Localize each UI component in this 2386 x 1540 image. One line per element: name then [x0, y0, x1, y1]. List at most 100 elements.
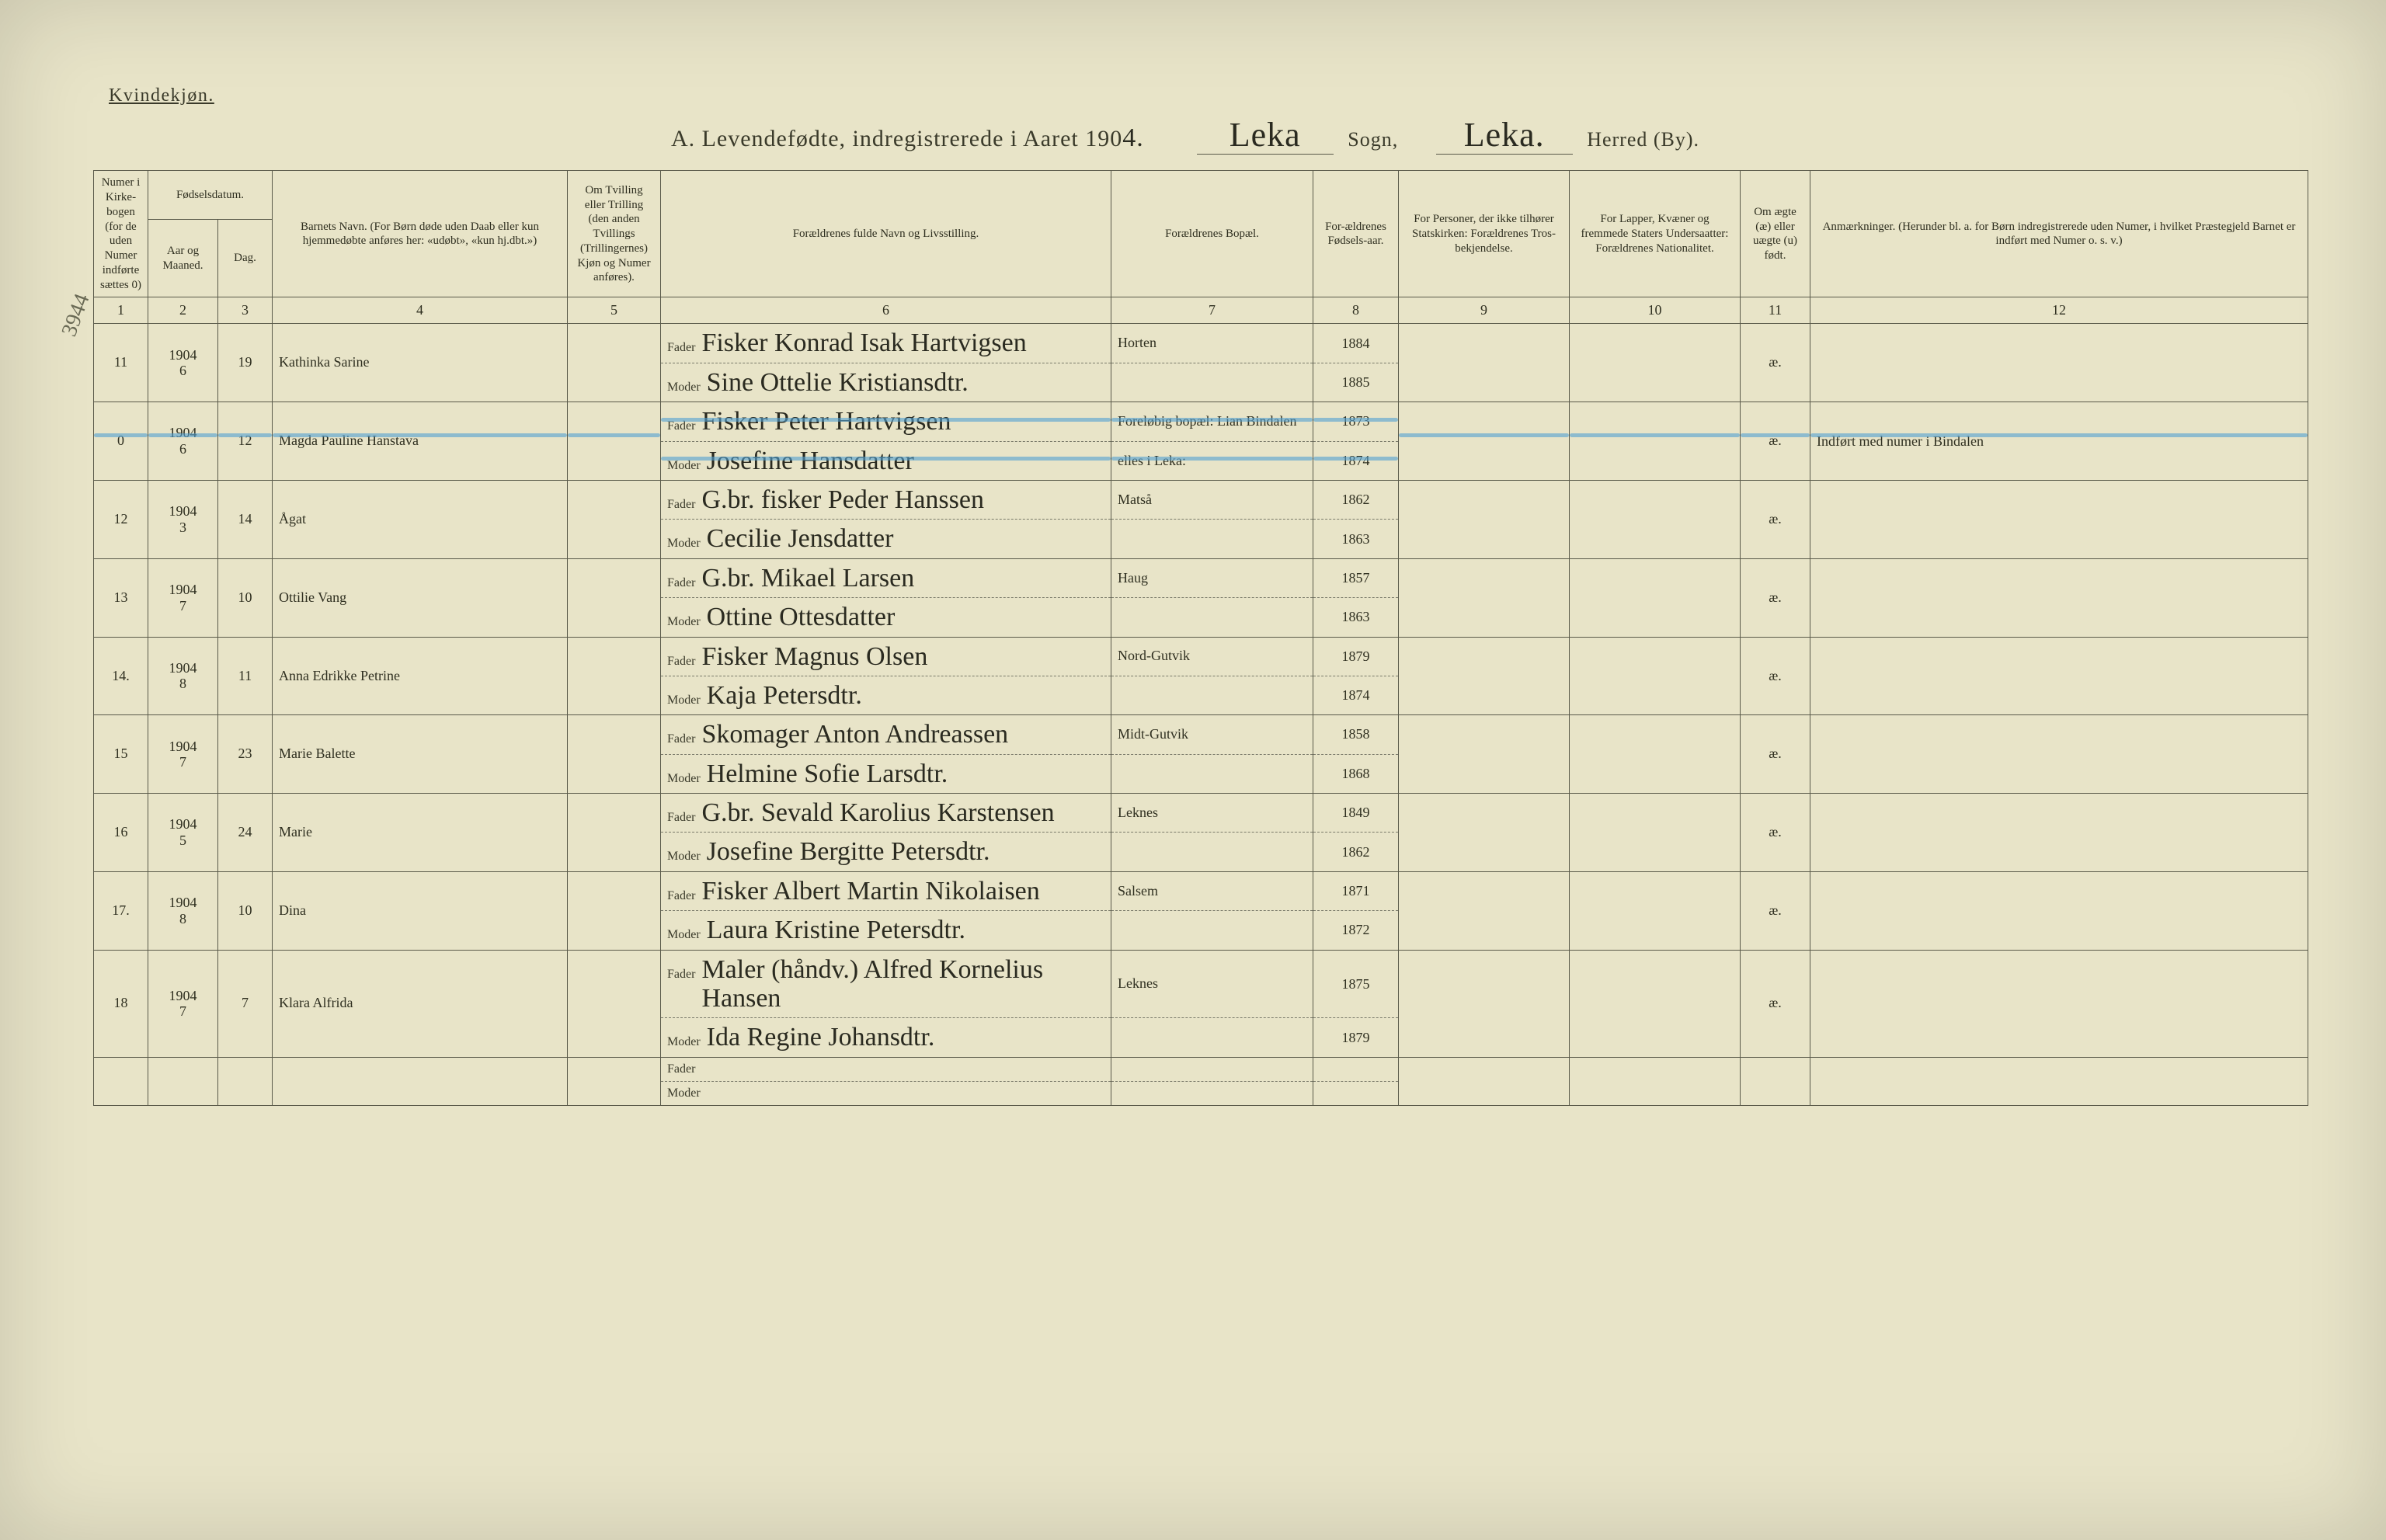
bopel-mother	[1111, 1081, 1313, 1105]
father-birthyear: 1858	[1313, 715, 1399, 754]
mother-cell: Moder Ottine Ottesdatter	[661, 598, 1111, 637]
mother-cell: Moder Kaja Petersdtr.	[661, 676, 1111, 714]
entry-number	[94, 1057, 148, 1105]
mother-value: Ida Regine Johansdtr.	[707, 1023, 1104, 1052]
religion-col	[1399, 950, 1570, 1057]
mother-cell: Moder Helmine Sofie Larsdtr.	[661, 754, 1111, 793]
nationality-col	[1570, 637, 1741, 715]
legitimacy: æ.	[1741, 558, 1810, 637]
mother-cell: Moder Cecilie Jensdatter	[661, 520, 1111, 558]
moder-label: Moder	[667, 928, 701, 942]
religion-col	[1399, 1057, 1570, 1105]
bopel-mother	[1111, 520, 1313, 558]
remarks	[1810, 324, 2308, 402]
mother-birthyear: 1868	[1313, 754, 1399, 793]
child-name: Ågat	[273, 480, 568, 558]
father-value: Skomager Anton Andreassen	[701, 720, 1104, 749]
mother-birthyear: 1874	[1313, 676, 1399, 714]
colnum: 3	[218, 297, 273, 324]
year: 1904	[155, 988, 211, 1004]
father-birthyear: 1884	[1313, 324, 1399, 363]
religion-col	[1399, 402, 1570, 481]
father-cell: Fader G.br. fisker Peder Hanssen	[661, 480, 1111, 519]
bopel-mother	[1111, 1018, 1313, 1057]
religion-col	[1399, 558, 1570, 637]
year: 1904	[155, 347, 211, 363]
remarks	[1810, 715, 2308, 794]
father-cell: Fader	[661, 1057, 1111, 1081]
year: 1904	[155, 739, 211, 755]
colnum: 4	[273, 297, 568, 324]
nationality-col	[1570, 558, 1741, 637]
father-birthyear: 1873	[1313, 402, 1399, 441]
nationality-col	[1570, 871, 1741, 950]
mother-birthyear: 1863	[1313, 520, 1399, 558]
father-birthyear: 1871	[1313, 871, 1399, 910]
religion-col	[1399, 794, 1570, 872]
table-row: 0 1904 6 12 Magda Pauline Hanstava Fader…	[94, 402, 2308, 441]
colnum: 10	[1570, 297, 1741, 324]
year-month: 1904 8	[148, 637, 218, 715]
mother-cell: Moder Josefine Bergitte Petersdtr.	[661, 833, 1111, 871]
nationality-col	[1570, 1057, 1741, 1105]
col-header-1: Numer i Kirke-bogen (for de uden Numer i…	[94, 171, 148, 297]
twin-col	[568, 637, 661, 715]
col-header-10: For Lapper, Kvæner og fremmede Staters U…	[1570, 171, 1741, 297]
table-header: Numer i Kirke-bogen (for de uden Numer i…	[94, 171, 2308, 324]
colnum: 2	[148, 297, 218, 324]
register-page: Kvindekjøn. 3944 A. Levendefødte, indreg…	[0, 0, 2386, 1540]
child-name: Dina	[273, 871, 568, 950]
father-birthyear: 1849	[1313, 794, 1399, 833]
entry-number: 15	[94, 715, 148, 794]
legitimacy: æ.	[1741, 402, 1810, 481]
twin-col	[568, 871, 661, 950]
moder-label: Moder	[667, 459, 701, 473]
mother-birthyear: 1872	[1313, 911, 1399, 950]
colnum: 6	[661, 297, 1111, 324]
nationality-col	[1570, 715, 1741, 794]
mother-cell: Moder Ida Regine Johansdtr.	[661, 1018, 1111, 1057]
day: 11	[218, 637, 273, 715]
month: 5	[155, 833, 211, 849]
nationality-col	[1570, 324, 1741, 402]
month: 7	[155, 754, 211, 770]
remarks	[1810, 637, 2308, 715]
year-month: 1904 7	[148, 715, 218, 794]
child-name: Klara Alfrida	[273, 950, 568, 1057]
father-birthyear: 1875	[1313, 950, 1399, 1018]
year-month: 1904 3	[148, 480, 218, 558]
mother-birthyear	[1313, 1081, 1399, 1105]
child-name: Kathinka Sarine	[273, 324, 568, 402]
child-name: Marie Balette	[273, 715, 568, 794]
col-header-11: Om ægte (æ) eller uægte (u) født.	[1741, 171, 1810, 297]
moder-label: Moder	[667, 694, 701, 707]
day	[218, 1057, 273, 1105]
twin-col	[568, 1057, 661, 1105]
father-birthyear: 1862	[1313, 480, 1399, 519]
year-month: 1904 6	[148, 324, 218, 402]
colnum: 7	[1111, 297, 1313, 324]
herred-value: Leka.	[1436, 116, 1573, 155]
religion-col	[1399, 324, 1570, 402]
remarks	[1810, 950, 2308, 1057]
fader-label: Fader	[667, 341, 695, 355]
mother-value: Josefine Hansdatter	[707, 447, 1104, 475]
col-header-9: For Personer, der ikke tilhører Statskir…	[1399, 171, 1570, 297]
bopel-father: Horten	[1111, 324, 1313, 363]
fader-label: Fader	[667, 811, 695, 825]
column-number-row: 1 2 3 4 5 6 7 8 9 10 11 12	[94, 297, 2308, 324]
entry-number: 0	[94, 402, 148, 481]
year-month: 1904 7	[148, 558, 218, 637]
twin-col	[568, 480, 661, 558]
moder-label: Moder	[667, 1035, 701, 1049]
day: 23	[218, 715, 273, 794]
legitimacy: æ.	[1741, 637, 1810, 715]
day: 10	[218, 558, 273, 637]
father-cell: Fader G.br. Mikael Larsen	[661, 558, 1111, 597]
bopel-mother	[1111, 598, 1313, 637]
year-month	[148, 1057, 218, 1105]
bopel-father: Matså	[1111, 480, 1313, 519]
month: 7	[155, 598, 211, 614]
legitimacy	[1741, 1057, 1810, 1105]
mother-value: Kaja Petersdtr.	[707, 681, 1104, 710]
